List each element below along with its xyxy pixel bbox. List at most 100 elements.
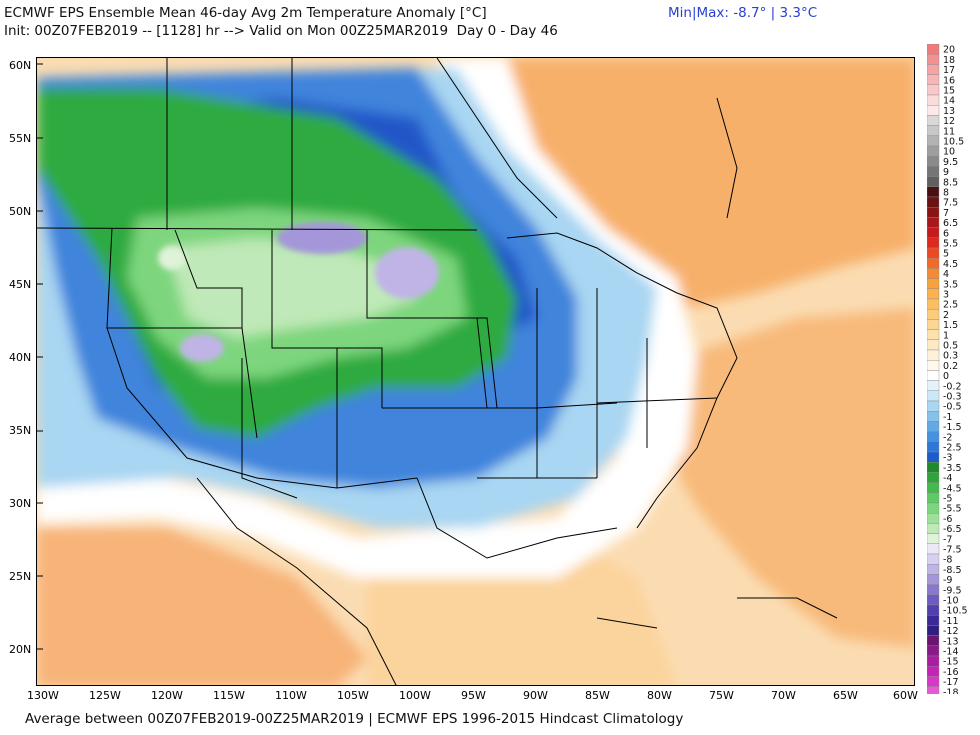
legend-swatch: [927, 257, 940, 269]
legend-label: -4: [943, 473, 952, 484]
legend-swatch: [927, 217, 940, 228]
cold-max-nevada: [180, 334, 224, 362]
legend-label: 12: [943, 116, 955, 127]
lon-label: 125W: [89, 689, 121, 702]
legend-label: -0.3: [943, 392, 962, 403]
legend-swatch: [927, 247, 940, 259]
legend-swatch: [927, 288, 940, 300]
lon-label: 75W: [709, 689, 734, 702]
legend-swatch: [927, 176, 940, 188]
legend-label: 1: [943, 330, 949, 341]
legend-swatch: [927, 166, 940, 177]
legend-label: -6.5: [943, 524, 962, 535]
lon-label: 105W: [337, 689, 369, 702]
lon-label: 120W: [151, 689, 183, 702]
legend-label: -13: [943, 636, 959, 647]
legend-label: -7: [943, 534, 952, 545]
legend-label: -9.5: [943, 585, 962, 596]
legend-swatch: [927, 564, 940, 575]
temperature-anomaly-map: [36, 57, 915, 686]
legend-label: 4: [943, 269, 949, 280]
legend-label: 10.5: [943, 137, 964, 148]
legend-label: 3: [943, 290, 949, 301]
cold-core-pale-green: [167, 238, 417, 338]
legend-label: -15: [943, 657, 959, 668]
legend-label: 20: [943, 45, 955, 56]
legend-swatch: [927, 64, 940, 75]
legend-swatch: [927, 604, 940, 616]
legend-label: -8: [943, 555, 952, 566]
legend-label: -18: [943, 687, 959, 694]
legend-label: 15: [943, 86, 955, 97]
lon-label: 95W: [461, 689, 486, 702]
legend-swatch: [927, 513, 940, 524]
legend-swatch: [927, 53, 940, 65]
legend-swatch: [927, 686, 940, 694]
legend-swatch: [927, 400, 940, 412]
legend-label: -11: [943, 616, 959, 627]
legend-swatch: [927, 268, 940, 279]
legend-label: 5: [943, 249, 949, 260]
legend-label: 9.5: [943, 157, 958, 168]
legend-label: 0.5: [943, 341, 958, 352]
cold-max-idaho: [158, 246, 186, 270]
legend-swatch: [927, 635, 940, 646]
legend-swatch: [927, 482, 940, 494]
legend-swatch: [927, 533, 940, 545]
legend-label: -9: [943, 575, 952, 586]
legend-swatch: [927, 145, 940, 157]
legend-label: 0.3: [943, 351, 958, 362]
lon-label: 65W: [833, 689, 858, 702]
map-title: ECMWF EPS Ensemble Mean 46-day Avg 2m Te…: [4, 5, 487, 21]
legend-swatch: [927, 492, 940, 504]
legend-label: 1.5: [943, 320, 958, 331]
legend-swatch: [927, 431, 940, 443]
color-legend: 20181716151413121110.5109.598.587.576.56…: [927, 44, 968, 694]
legend-swatch: [927, 451, 940, 463]
legend-label: 6.5: [943, 218, 958, 229]
legend-label: 8: [943, 188, 949, 199]
political-boundaries: [37, 58, 838, 685]
legend-label: -5.5: [943, 504, 962, 515]
legend-label: -2.5: [943, 443, 962, 454]
legend-swatch: [927, 574, 940, 585]
warm-region-northeast-canada: [457, 58, 914, 308]
legend-label: 4.5: [943, 259, 958, 270]
legend-label: -10: [943, 596, 959, 607]
legend-swatch: [927, 186, 940, 198]
legend-swatch: [927, 319, 940, 330]
lon-label: 80W: [647, 689, 672, 702]
legend-swatch: [927, 74, 940, 86]
frame-ticks: [37, 63, 43, 650]
legend-label: -0.5: [943, 402, 962, 413]
legend-swatch: [927, 227, 940, 239]
lat-label: 55N: [9, 132, 32, 145]
legend-swatch: [927, 105, 940, 116]
legend-label: 14: [943, 96, 955, 107]
legend-swatch: [927, 309, 940, 320]
legend-swatch: [927, 44, 940, 55]
legend-swatch: [927, 196, 940, 208]
legend-swatch: [927, 298, 940, 310]
lon-label: 115W: [213, 689, 245, 702]
legend-label: 7.5: [943, 198, 958, 209]
warm-region-mexico: [37, 528, 367, 685]
lat-label: 20N: [9, 643, 32, 656]
legend-swatch: [927, 676, 940, 687]
legend-label: -0.2: [943, 381, 962, 392]
legend-swatch: [927, 349, 940, 361]
cold-max-montana: [277, 222, 367, 254]
legend-label: -1: [943, 412, 952, 423]
legend-label: 3.5: [943, 279, 958, 290]
legend-swatch: [927, 594, 940, 606]
legend-swatch: [927, 370, 940, 381]
legend-label: -3: [943, 453, 952, 464]
legend-swatch: [927, 390, 940, 402]
legend-label: -16: [943, 667, 959, 678]
legend-label: -17: [943, 677, 959, 688]
legend-swatch: [927, 360, 940, 371]
legend-swatch: [927, 523, 940, 534]
legend-label: -1.5: [943, 422, 962, 433]
legend-swatch: [927, 645, 940, 657]
legend-label: 6: [943, 228, 949, 239]
